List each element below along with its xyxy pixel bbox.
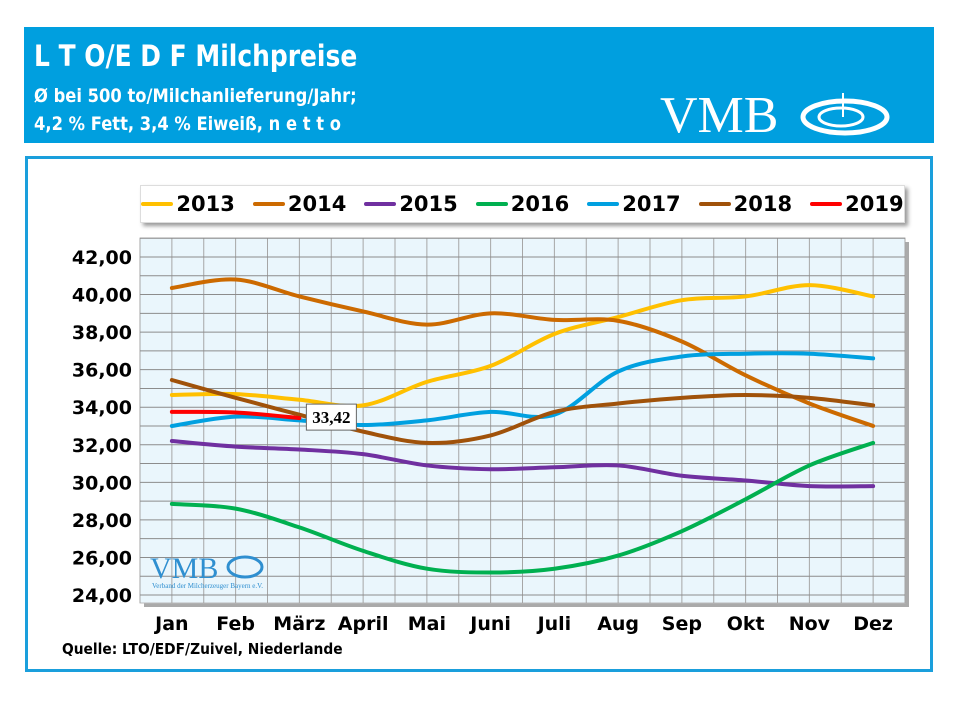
legend-swatch xyxy=(587,202,620,206)
x-tick-label: Sep xyxy=(662,613,702,635)
data-label: 33,42 xyxy=(312,408,350,427)
x-tick-label: Juni xyxy=(468,613,511,635)
legend-item-2016: 2016 xyxy=(475,192,570,216)
y-tick-label: 28,00 xyxy=(72,510,132,532)
legend: 2013 2014 2015 2016 2017 2018 2019 xyxy=(140,185,905,223)
series-line-2019 xyxy=(169,409,302,421)
x-tick-label: April xyxy=(338,613,389,635)
legend-swatch xyxy=(810,202,843,206)
legend-label: 2018 xyxy=(733,192,793,216)
logo-swirl-icon xyxy=(800,93,890,136)
y-tick-label: 24,00 xyxy=(72,585,132,607)
y-tick-label: 42,00 xyxy=(72,247,132,269)
legend-label: 2015 xyxy=(399,192,458,216)
svg-text:VMB: VMB xyxy=(150,552,218,585)
y-tick-label: 40,00 xyxy=(72,285,132,307)
legend-label: 2013 xyxy=(176,192,235,216)
svg-text:Verband der Milcherzeuger Baye: Verband der Milcherzeuger Bayern e.V. xyxy=(152,582,263,590)
legend-label: 2016 xyxy=(510,192,570,216)
legend-label: 2014 xyxy=(287,192,347,216)
y-tick-label: 36,00 xyxy=(72,360,132,382)
x-tick-label: Mai xyxy=(408,613,446,635)
legend-label: 2017 xyxy=(622,192,681,216)
x-tick-label: Juli xyxy=(536,613,572,635)
legend-swatch xyxy=(141,202,174,206)
x-tick-label: Nov xyxy=(789,613,831,635)
legend-item-2015: 2015 xyxy=(364,192,458,216)
legend-item-2019: 2019 xyxy=(810,192,904,216)
x-tick-label: Aug xyxy=(597,613,639,635)
series-line-2018 xyxy=(169,377,876,445)
y-tick-label: 32,00 xyxy=(72,435,132,457)
x-tick-label: Dez xyxy=(853,613,893,635)
y-tick-label: 38,00 xyxy=(72,322,132,344)
page-title: L T O/E D F Milchpreise xyxy=(34,39,358,73)
x-tick-label: Jan xyxy=(153,613,188,635)
legend-item-2014: 2014 xyxy=(252,192,347,216)
header-banner: L T O/E D F Milchpreise Ø bei 500 to/Mil… xyxy=(24,27,934,143)
y-tick-label: 34,00 xyxy=(72,397,132,419)
subtitle-2: 4,2 % Fett, 3,4 % Eiweiß, n e t t o xyxy=(34,113,342,135)
subtitle-1: Ø bei 500 to/Milchanlieferung/Jahr; xyxy=(34,85,357,107)
series-line-2013 xyxy=(169,283,876,409)
series-line-2017 xyxy=(169,351,876,428)
chart-frame xyxy=(25,156,933,672)
legend-swatch xyxy=(698,202,731,206)
legend-label: 2019 xyxy=(845,192,904,216)
legend-item-2013: 2013 xyxy=(141,192,235,216)
series-line-2014 xyxy=(169,277,876,428)
y-tick-label: 30,00 xyxy=(72,472,132,494)
data-label-box xyxy=(305,403,357,431)
x-tick-label: März xyxy=(273,613,325,635)
source-note: Quelle: LTO/EDF/Zuivel, Niederlande xyxy=(62,640,343,658)
series-line-2016 xyxy=(169,440,876,575)
vmb-logo: VMB xyxy=(660,89,891,143)
x-tick-label: Okt xyxy=(727,613,765,635)
legend-item-2017: 2017 xyxy=(587,192,681,216)
series-line-2015 xyxy=(169,439,876,489)
legend-swatch xyxy=(252,202,285,206)
legend-swatch xyxy=(475,202,508,206)
y-tick-label: 26,00 xyxy=(72,547,132,569)
legend-swatch xyxy=(364,202,397,206)
x-tick-label: Feb xyxy=(216,613,255,635)
legend-item-2018: 2018 xyxy=(698,192,793,216)
